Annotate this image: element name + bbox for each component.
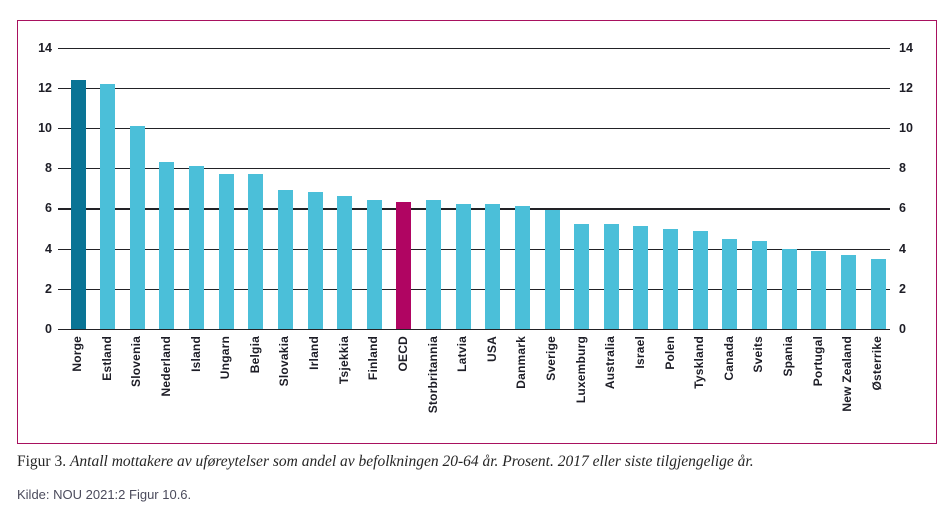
bar-norge: [70, 79, 86, 329]
x-axis-label: Tyskland: [692, 336, 707, 389]
bar-slovakia: [277, 190, 293, 329]
y-axis-tick-left: 8: [45, 161, 52, 176]
x-axis-label: Belgia: [247, 336, 262, 374]
y-axis-tick-right: 8: [899, 161, 906, 176]
x-axis-label: Tsjekkia: [336, 336, 351, 385]
bar-latvia: [455, 204, 471, 329]
y-axis-tick-right: 4: [899, 241, 906, 256]
y-axis-tick-left: 0: [45, 322, 52, 336]
y-axis-tick-right: 2: [899, 281, 906, 296]
bar-usa: [485, 204, 501, 329]
bar-ungarn: [218, 174, 234, 329]
figure-caption-text: Antall mottakere av uføreytelser som and…: [69, 453, 754, 470]
y-axis-tick-right: 10: [899, 121, 913, 135]
gridline: [58, 128, 890, 130]
bar-nederland: [159, 162, 175, 329]
y-axis-tick-left: 6: [45, 201, 52, 216]
bar-finland: [366, 200, 382, 329]
x-axis-label: Latvia: [455, 336, 470, 372]
x-axis-label: OECD: [395, 336, 410, 372]
x-axis-label: Canada: [721, 336, 736, 381]
x-axis-label: Ungarn: [218, 336, 233, 380]
y-axis-tick-right: 6: [899, 201, 906, 216]
y-axis-tick-left: 4: [45, 241, 52, 256]
bar-belgia: [248, 174, 264, 329]
x-axis-label: USA: [484, 336, 499, 362]
gridline: [58, 288, 890, 291]
x-axis-label: Slovakia: [277, 336, 292, 387]
x-axis-label: Danmark: [514, 336, 529, 389]
y-axis-tick-left: 2: [45, 281, 52, 296]
y-axis-tick-left: 14: [38, 40, 52, 55]
x-axis-label: Estland: [99, 336, 114, 381]
bar-storbritannia: [426, 200, 442, 329]
x-axis-label: Polen: [662, 336, 677, 370]
y-axis-tick-left: 12: [38, 80, 52, 95]
bar-danmark: [514, 206, 530, 329]
bar-australia: [603, 224, 619, 329]
x-axis-label: Nederland: [158, 336, 173, 397]
chart-frame: 0 0 2 2 4 4 6 6 8 8 10 10 12 12 14 14 Norge Estland Sloven…: [17, 20, 937, 444]
bar-tyskland: [692, 230, 708, 329]
x-axis-label: Island: [188, 336, 203, 372]
x-axis-label: Slovenia: [129, 336, 144, 387]
figure-caption: Figur 3. Antall mottakere av uføreytelse…: [17, 452, 937, 472]
y-axis-tick-right: 12: [899, 80, 913, 95]
bar-israel: [633, 226, 649, 329]
gridline: [58, 47, 890, 49]
x-axis-label: Storbritannia: [425, 336, 440, 414]
bar-sverige: [544, 210, 560, 329]
x-axis-label: Australia: [603, 336, 618, 390]
gridline: [58, 208, 890, 210]
bar-irland: [307, 192, 323, 329]
x-axis-label: Finland: [366, 336, 381, 381]
x-axis-label: Spania: [781, 336, 796, 377]
x-axis-label: Israel: [632, 336, 647, 369]
bar-spania: [781, 248, 797, 329]
x-axis-label: New Zealand: [840, 336, 855, 412]
x-axis-label: Irland: [307, 336, 322, 370]
figure-caption-label: Figur 3.: [17, 453, 67, 470]
gridline: [58, 87, 890, 90]
x-axis-label: Norge: [70, 336, 84, 372]
x-axis-label: Portugal: [810, 336, 825, 387]
bar-portugal: [811, 250, 827, 329]
x-axis-label: Sverige: [544, 336, 559, 381]
bar-østerrike: [870, 258, 886, 329]
y-axis-tick-right: 0: [899, 322, 906, 336]
bar-new-zealand: [840, 254, 856, 329]
gridline: [58, 168, 890, 170]
bar-slovenia: [129, 125, 145, 329]
bar-tsjekkia: [337, 196, 353, 329]
gridline: [58, 329, 890, 331]
x-axis-label: Sveits: [751, 336, 766, 373]
bar-oecd: [396, 202, 412, 329]
bar-polen: [663, 228, 679, 329]
bar-sveits: [751, 240, 767, 329]
bar-estland: [100, 83, 116, 329]
y-axis-tick-left: 10: [38, 121, 52, 135]
y-axis-tick-right: 14: [899, 40, 913, 55]
x-axis-label: Østerrike: [870, 336, 884, 391]
figure-source: Kilde: NOU 2021:2 Figur 10.6.: [17, 487, 192, 502]
gridline: [58, 248, 890, 250]
bar-canada: [722, 238, 738, 329]
x-axis-label: Luxemburg: [573, 336, 588, 404]
bar-island: [189, 166, 205, 329]
bar-luxemburg: [574, 224, 590, 329]
